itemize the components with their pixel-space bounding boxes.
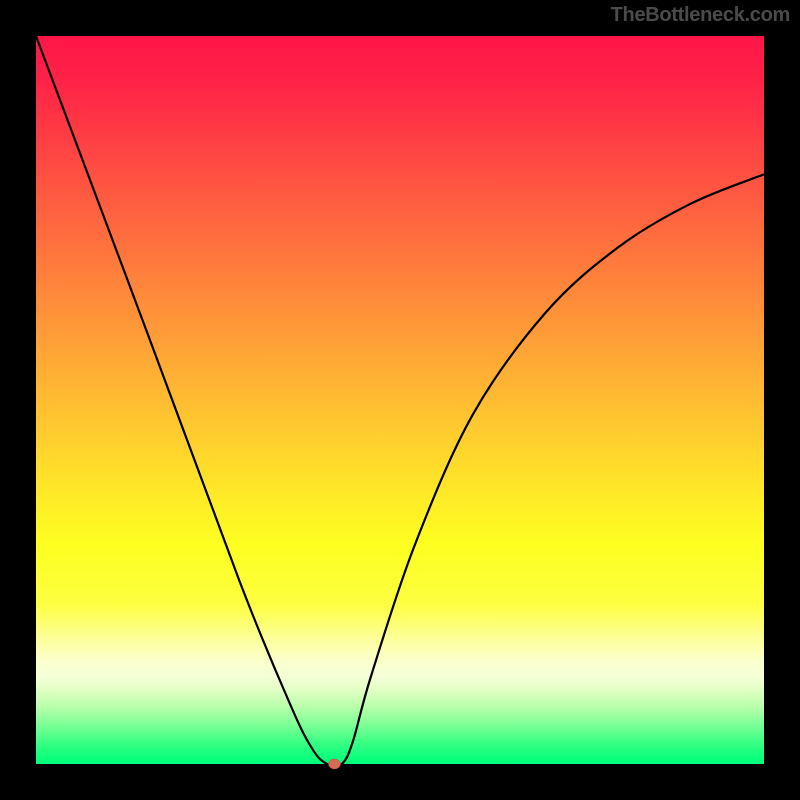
min-marker xyxy=(328,759,340,769)
chart-container: TheBottleneck.com xyxy=(0,0,800,800)
bottleneck-chart xyxy=(0,0,800,800)
plot-area xyxy=(36,36,764,764)
watermark-text: TheBottleneck.com xyxy=(611,4,790,27)
